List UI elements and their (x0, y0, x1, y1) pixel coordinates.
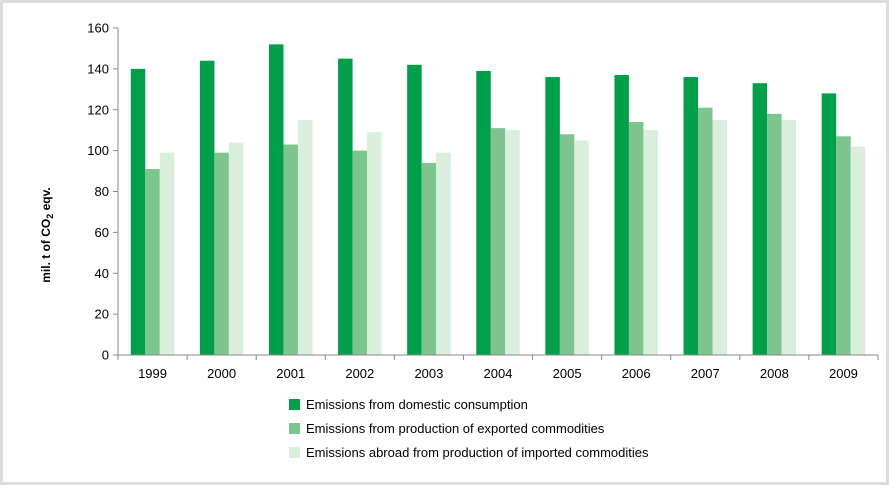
x-tick-label: 2008 (760, 366, 789, 381)
bar-2005-series-2 (559, 134, 575, 355)
x-tick-label: 2000 (207, 366, 236, 381)
x-tick-label: 2007 (691, 366, 720, 381)
bar-2004-series-1 (476, 70, 491, 355)
legend-swatch (289, 423, 300, 434)
legend-swatch (289, 447, 300, 458)
y-tick-label: 40 (95, 266, 109, 281)
legend: Emissions from domestic consumption Emiss… (289, 397, 649, 460)
x-tick-label: 2005 (553, 366, 582, 381)
bar-2006-series-2 (628, 122, 644, 355)
bar-2001-series-3 (297, 119, 313, 355)
x-tick-label: 2004 (484, 366, 513, 381)
bar-2009-series-3 (850, 146, 866, 355)
bar-2007-series-1 (683, 77, 699, 356)
bar-2004-series-2 (490, 128, 506, 355)
bar-2001-series-2 (283, 144, 298, 355)
bar-2009-series-1 (821, 93, 837, 356)
y-tick-label: 140 (87, 61, 109, 76)
bar-1999-series-1 (130, 68, 146, 355)
x-tick-label: 2003 (414, 366, 443, 381)
bar-2006-series-1 (614, 75, 629, 355)
y-tick-label: 100 (87, 143, 109, 158)
x-axis-ticks: 1999 2000 2001 2002 2003 2004 2005 2006 2007 2008… (117, 355, 879, 381)
bar-2008-series-1 (752, 83, 768, 356)
bar-2003-series-2 (421, 162, 437, 355)
y-tick-label: 80 (95, 184, 109, 199)
bar-2008-series-3 (781, 119, 797, 355)
y-axis-label: mil. t of CO2 eqv. (39, 187, 55, 282)
x-tick-label: 2002 (345, 366, 374, 381)
y-axis-ticks: 0 20 40 60 80 100 120 140 160 (87, 21, 118, 363)
bar-1999-series-3 (159, 152, 175, 355)
bar-2000-series-2 (214, 152, 229, 355)
bar-2003-series-3 (436, 152, 451, 355)
y-tick-label: 120 (87, 102, 109, 117)
y-tick-label: 60 (95, 225, 109, 240)
axes (117, 28, 878, 356)
y-tick-label: 160 (87, 21, 109, 36)
bars (130, 44, 866, 356)
legend-swatch (289, 399, 300, 410)
bar-2005-series-1 (545, 77, 560, 356)
bar-2006-series-3 (643, 130, 658, 355)
bar-1999-series-2 (145, 169, 160, 355)
bar-2002-series-2 (352, 150, 368, 355)
bar-2005-series-3 (574, 140, 589, 355)
bar-2001-series-1 (268, 44, 284, 355)
legend-label: Emissions abroad from production of impo… (306, 445, 649, 460)
bar-2003-series-1 (407, 64, 422, 355)
bar-2007-series-3 (712, 119, 728, 355)
bar-2009-series-2 (836, 136, 851, 355)
x-tick-label: 2001 (276, 366, 305, 381)
y-tick-label: 0 (102, 348, 109, 363)
bar-2000-series-1 (199, 60, 215, 355)
bar-2002-series-1 (338, 58, 353, 355)
x-tick-label: 1999 (138, 366, 167, 381)
bar-2004-series-3 (505, 130, 520, 355)
y-tick-label: 20 (95, 307, 109, 322)
bar-2000-series-3 (228, 142, 244, 355)
bar-2008-series-2 (767, 113, 782, 356)
legend-label: Emissions from production of exported co… (306, 421, 605, 436)
x-tick-label: 2009 (829, 366, 858, 381)
legend-label: Emissions from domestic consumption (306, 397, 528, 412)
bar-2007-series-2 (698, 107, 713, 355)
x-tick-label: 2006 (622, 366, 651, 381)
bar-2002-series-3 (367, 132, 382, 355)
